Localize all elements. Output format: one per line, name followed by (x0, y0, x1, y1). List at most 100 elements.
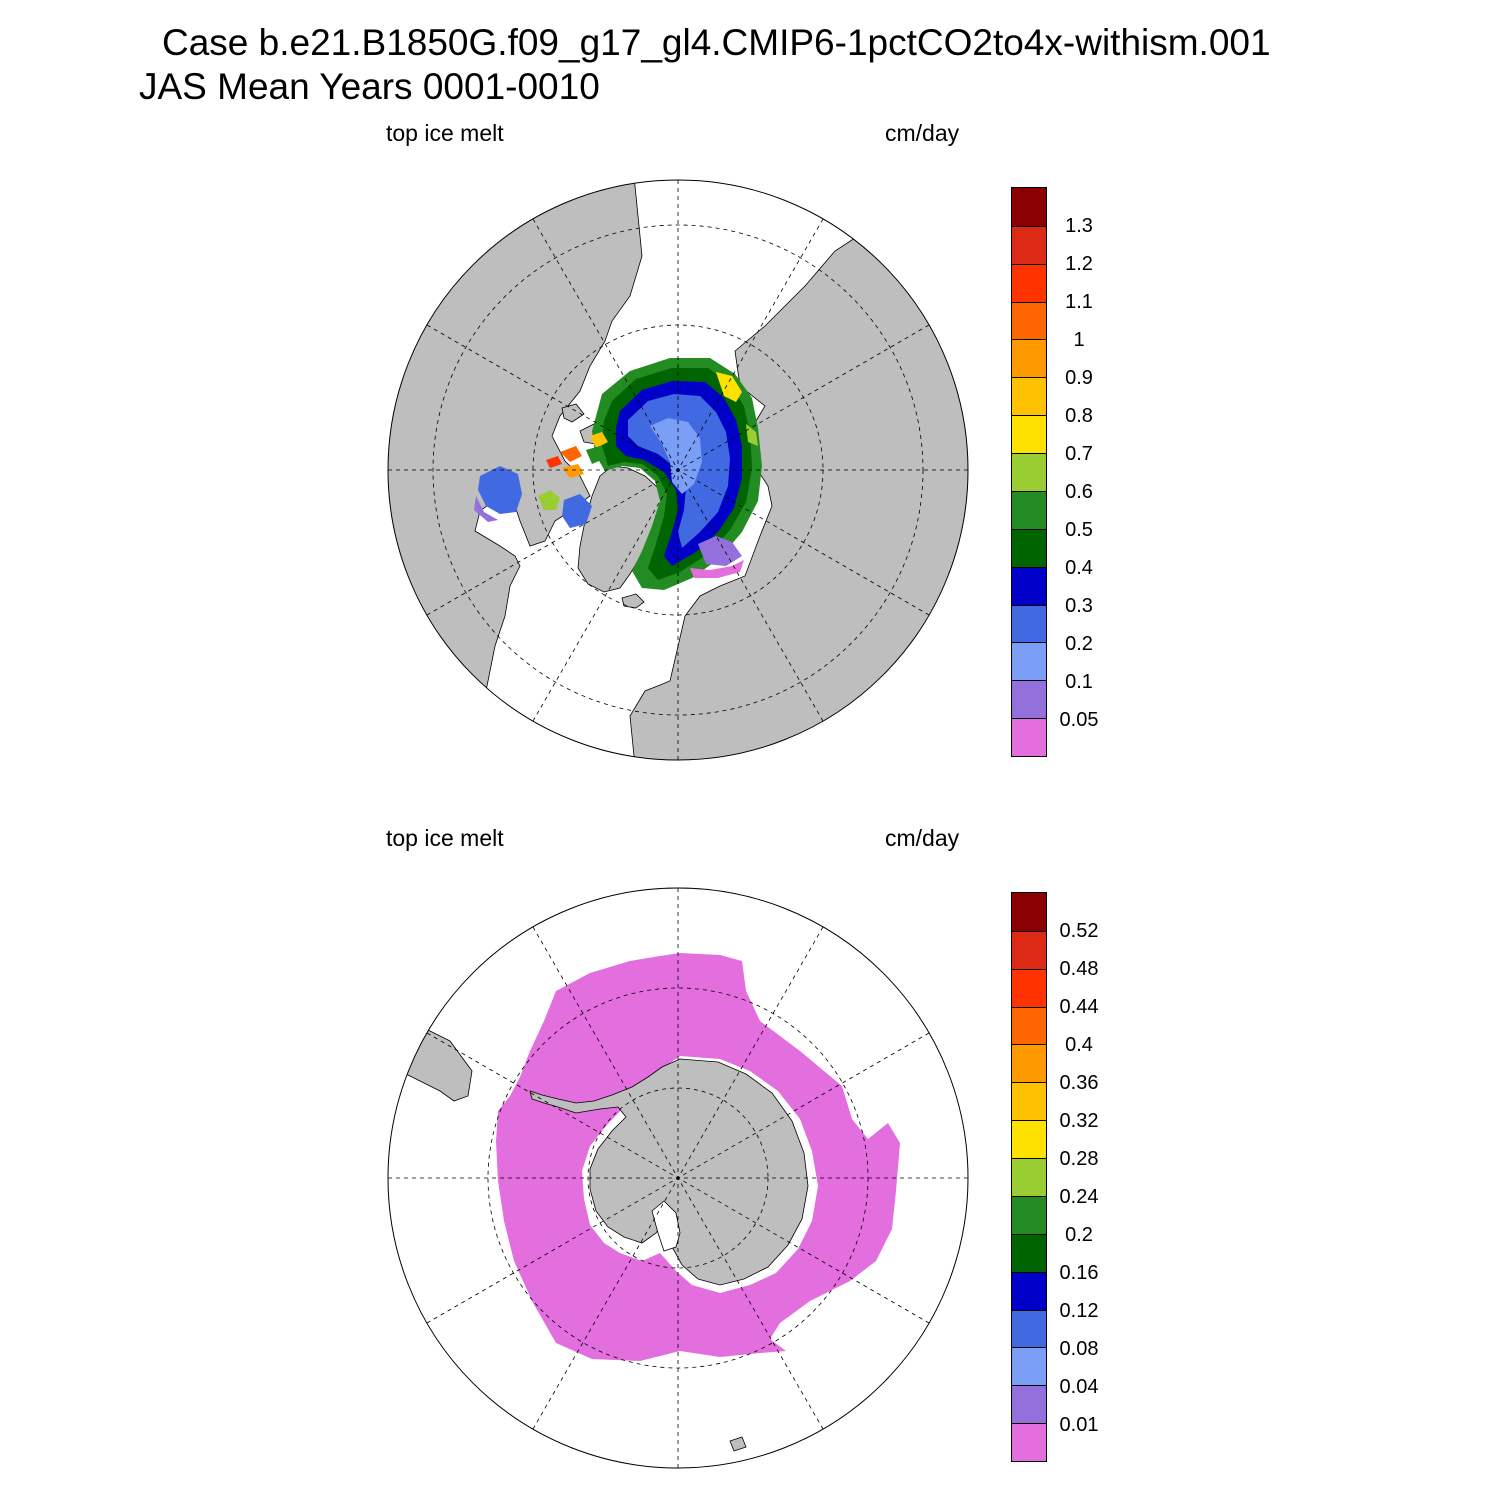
south-ice-melt-ring (496, 953, 900, 1361)
colorbar-segment (1012, 1423, 1046, 1462)
colorbar-segment (1012, 1309, 1046, 1348)
colorbar-separator (1012, 490, 1046, 492)
north-graticule (388, 180, 968, 760)
south-colorbar-label: 0.44 (1059, 996, 1099, 1018)
plot-title-line-2: JAS Mean Years 0001-0010 (139, 66, 600, 107)
north-ice-lightblue-patch (650, 418, 702, 494)
colorbar-separator (1012, 1271, 1046, 1273)
south-colorbar-label: 0.48 (1059, 958, 1099, 980)
colorbar-segment (1012, 263, 1046, 303)
south-polar-map (387, 887, 969, 1469)
colorbar-separator (1012, 1082, 1046, 1084)
north-ice-red-patch (546, 456, 562, 468)
colorbar-segment (1012, 718, 1046, 757)
north-ice-baffin-blue (562, 494, 592, 528)
south-colorbar-label: 0.01 (1059, 1414, 1099, 1436)
colorbar-separator (1012, 1120, 1046, 1122)
colorbar-segment (1012, 642, 1046, 681)
colorbar-separator (1012, 263, 1046, 265)
south-colorbar-label: 0.12 (1059, 1300, 1099, 1322)
north-colorbar-label: 0.8 (1065, 405, 1093, 427)
north-variable-label: top ice melt (386, 120, 504, 146)
north-ice-baffin-green (538, 490, 560, 510)
colorbar-separator (1012, 1233, 1046, 1235)
colorbar-segment (1012, 225, 1046, 265)
north-units-label: cm/day (885, 120, 960, 146)
colorbar-separator (1012, 1423, 1046, 1425)
colorbar-segment (1012, 301, 1046, 340)
south-variable-label: top ice melt (386, 825, 504, 851)
south-units-label: cm/day (885, 825, 960, 851)
colorbar-segment (1012, 339, 1046, 378)
colorbar-separator (1012, 415, 1046, 417)
colorbar-segment (1012, 415, 1046, 454)
north-ice-pink-edge (690, 560, 744, 578)
colorbar-separator (1012, 642, 1046, 644)
north-ice-hudson-bay (478, 466, 522, 514)
south-colorbar-label: 0.16 (1059, 1262, 1099, 1284)
colorbar-segment (1012, 188, 1046, 227)
colorbar-separator (1012, 301, 1046, 303)
north-ice-yellow-patch (716, 372, 742, 402)
colorbar-separator (1012, 1347, 1046, 1349)
north-colorbar-label: 1.3 (1065, 215, 1093, 237)
colorbar-segment (1012, 893, 1046, 932)
colorbar-separator (1012, 377, 1046, 379)
colorbar-segment (1012, 930, 1046, 970)
colorbar-separator (1012, 1195, 1046, 1197)
colorbar-segment (1012, 453, 1046, 492)
colorbar-segment (1012, 1195, 1046, 1235)
colorbar-segment (1012, 1120, 1046, 1159)
colorbar-separator (1012, 528, 1046, 530)
north-colorbar-label: 1.2 (1065, 253, 1093, 275)
north-ice-hudson-edge (474, 496, 498, 522)
colorbar-segment (1012, 1044, 1046, 1083)
colorbar-segment (1012, 1233, 1046, 1273)
colorbar-segment (1012, 528, 1046, 568)
colorbar-segment (1012, 604, 1046, 643)
north-ice-olive-patch (746, 424, 758, 446)
south-colorbar (1011, 892, 1047, 1462)
north-ice-yellow-patch-2 (590, 432, 608, 448)
colorbar-separator (1012, 930, 1046, 932)
colorbar-segment (1012, 490, 1046, 530)
north-colorbar-label: 0.6 (1065, 481, 1093, 503)
colorbar-segment (1012, 968, 1046, 1008)
colorbar-segment (1012, 1158, 1046, 1197)
north-ice-orange-patch-1 (560, 446, 582, 462)
north-ice-melt-field (474, 358, 762, 590)
north-colorbar (1011, 187, 1047, 757)
colorbar-segment (1012, 566, 1046, 606)
colorbar-separator (1012, 968, 1046, 970)
north-colorbar-label: 0.9 (1065, 367, 1093, 389)
colorbar-separator (1012, 453, 1046, 455)
colorbar-separator (1012, 225, 1046, 227)
north-colorbar-label: 0.2 (1065, 633, 1093, 655)
colorbar-separator (1012, 1044, 1046, 1046)
north-polar-map (387, 179, 969, 761)
colorbar-segment (1012, 1082, 1046, 1121)
colorbar-separator (1012, 680, 1046, 682)
north-colorbar-label: 0.4 (1065, 557, 1093, 579)
north-ice-orange-patch-2 (562, 464, 584, 478)
north-ice-green-patch (586, 446, 606, 464)
colorbar-separator (1012, 1309, 1046, 1311)
colorbar-segment (1012, 1006, 1046, 1045)
north-colorbar-label: 0.05 (1059, 709, 1099, 731)
colorbar-segment (1012, 680, 1046, 719)
south-colorbar-label: 0.24 (1059, 1186, 1099, 1208)
north-colorbar-label: 1 (1073, 329, 1085, 351)
colorbar-segment (1012, 1347, 1046, 1386)
north-colorbar-label: 1.1 (1065, 291, 1093, 313)
colorbar-segment (1012, 1271, 1046, 1311)
colorbar-separator (1012, 1006, 1046, 1008)
plot-title-line-1: Case b.e21.B1850G.f09_g17_gl4.CMIP6-1pct… (162, 22, 1271, 63)
north-colorbar-label: 0.5 (1065, 519, 1093, 541)
colorbar-separator (1012, 566, 1046, 568)
north-colorbar-label: 0.7 (1065, 443, 1093, 465)
north-colorbar-label: 0.1 (1065, 671, 1093, 693)
colorbar-segment (1012, 1385, 1046, 1424)
south-colorbar-label: 0.08 (1059, 1338, 1099, 1360)
north-ice-violet-patch (698, 536, 742, 566)
colorbar-separator (1012, 1158, 1046, 1160)
